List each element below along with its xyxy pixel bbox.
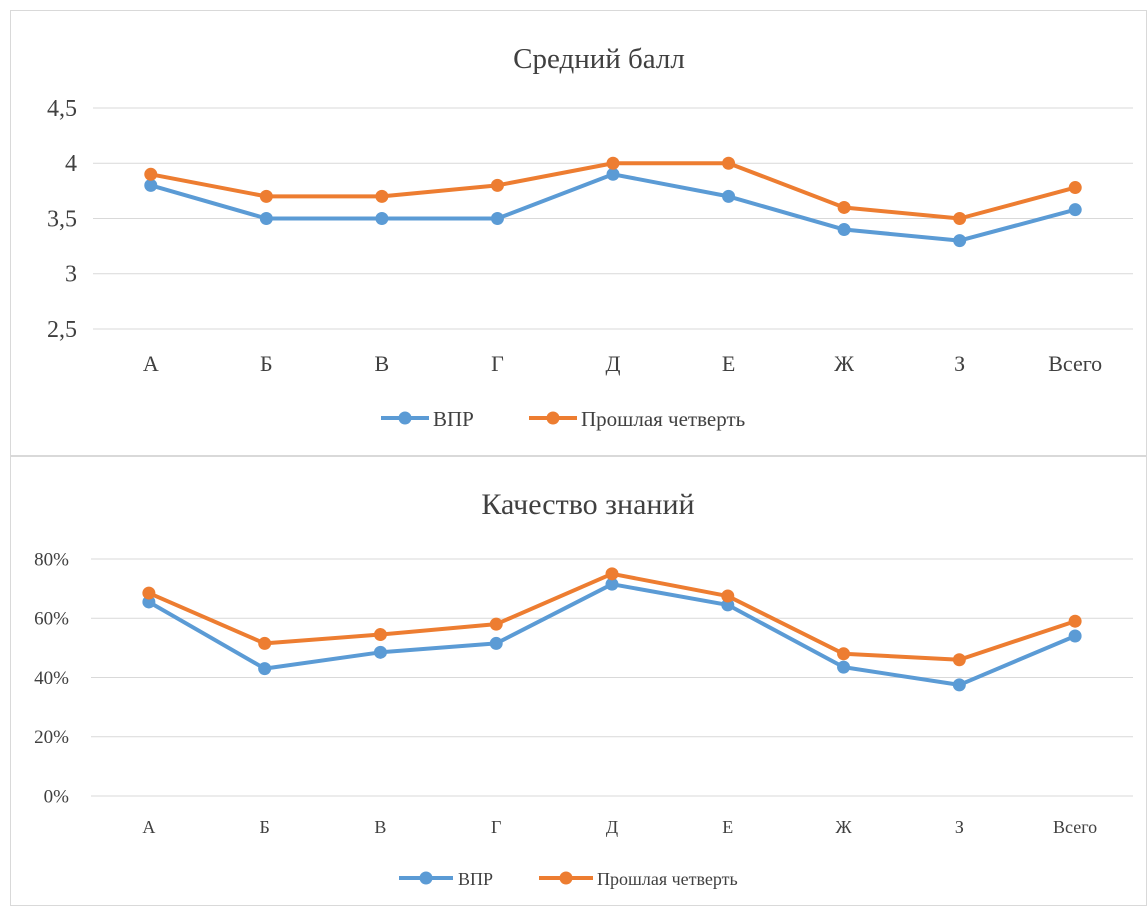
x-tick-label: З <box>955 817 964 837</box>
data-point[interactable] <box>722 156 736 170</box>
data-point[interactable] <box>144 167 158 181</box>
x-tick-label: З <box>954 351 965 376</box>
series-line <box>148 172 1078 243</box>
knowledge-quality-chart: Качество знаний 0% 20% 40% 60% 80% А Б В Г Д Е Ж З В… <box>10 456 1147 906</box>
average-score-chart: Средний балл 2,5 3 3,5 4 4,5 А Б В Г Д Е Ж З Всего В… <box>10 10 1147 456</box>
series-1 <box>142 567 1082 667</box>
legend-item-vpr[interactable]: ВПР <box>381 407 474 431</box>
knowledge-quality-chart-svg: Качество знаний 0% 20% 40% 60% 80% А Б В Г Д Е Ж З В… <box>34 488 1133 889</box>
x-tick-label: Ж <box>834 351 854 376</box>
y-tick-label: 4,5 <box>47 96 77 122</box>
data-point[interactable] <box>721 589 735 603</box>
y-axis: 2,5 3 3,5 4 4,5 <box>47 96 77 343</box>
data-point[interactable] <box>373 645 387 659</box>
legend-label: ВПР <box>433 407 474 431</box>
data-point[interactable] <box>1068 614 1082 628</box>
y-tick-label: 80% <box>34 549 69 570</box>
data-point[interactable] <box>144 178 158 192</box>
x-tick-label: Д <box>605 351 620 376</box>
y-tick-label: 3,5 <box>47 206 77 232</box>
legend-label: Прошлая четверть <box>597 869 738 889</box>
data-point[interactable] <box>489 636 503 650</box>
data-point[interactable] <box>606 167 620 181</box>
data-point[interactable] <box>259 189 273 203</box>
data-point[interactable] <box>1068 181 1082 195</box>
data-point[interactable] <box>142 595 156 609</box>
x-tick-label: Д <box>606 817 618 837</box>
data-point[interactable] <box>605 567 619 581</box>
y-tick-label: 4 <box>65 151 77 177</box>
data-point[interactable] <box>490 178 504 192</box>
x-tick-label: А <box>142 817 155 837</box>
legend: ВПР Прошлая четверть <box>399 869 738 889</box>
data-point[interactable] <box>259 212 273 225</box>
average-score-chart-svg: Средний балл 2,5 3 3,5 4 4,5 А Б В Г Д Е Ж З Всего В… <box>47 43 1133 431</box>
data-point[interactable] <box>721 598 735 612</box>
series-line <box>146 582 1078 687</box>
data-point[interactable] <box>489 617 503 631</box>
chart-title: Средний балл <box>513 43 685 75</box>
data-point[interactable] <box>837 647 851 661</box>
x-tick-label: А <box>143 351 159 376</box>
y-tick-label: 0% <box>44 786 70 807</box>
data-point[interactable] <box>952 678 966 692</box>
x-tick-label: Г <box>491 351 504 376</box>
x-tick-label: Е <box>722 817 733 837</box>
x-tick-label: Ж <box>835 817 852 837</box>
x-tick-label: В <box>375 351 390 376</box>
y-axis: 0% 20% 40% 60% 80% <box>34 549 69 807</box>
legend-label: Прошлая четверть <box>581 407 745 431</box>
data-point[interactable] <box>606 156 620 170</box>
data-point[interactable] <box>142 586 156 600</box>
chart-title: Качество знаний <box>481 488 694 521</box>
y-tick-label: 3 <box>65 262 77 288</box>
data-point[interactable] <box>258 662 272 676</box>
data-point[interactable] <box>490 212 504 225</box>
data-point[interactable] <box>1068 629 1082 643</box>
x-axis: А Б В Г Д Е Ж З Всего <box>143 351 1102 376</box>
legend-item-prev-quarter[interactable]: Прошлая четверть <box>529 407 745 431</box>
data-point[interactable] <box>953 212 967 225</box>
data-point[interactable] <box>605 577 619 591</box>
x-axis: А Б В Г Д Е Ж З Всего <box>142 817 1097 837</box>
data-point[interactable] <box>953 234 967 248</box>
x-tick-label: Б <box>260 351 273 376</box>
y-tick-label: 40% <box>34 668 69 689</box>
x-tick-label: Всего <box>1048 351 1102 376</box>
grid <box>91 558 1133 797</box>
series-0 <box>144 167 1082 248</box>
series <box>144 156 1082 248</box>
data-point[interactable] <box>952 653 966 667</box>
legend-label: ВПР <box>458 869 493 889</box>
data-point[interactable] <box>722 189 736 203</box>
legend-item-prev-quarter[interactable]: Прошлая четверть <box>539 869 738 889</box>
data-point[interactable] <box>1068 203 1082 217</box>
data-point[interactable] <box>258 636 272 650</box>
series-0 <box>142 577 1082 692</box>
data-point[interactable] <box>375 212 389 225</box>
x-tick-label: Б <box>259 817 269 837</box>
x-tick-label: В <box>374 817 386 837</box>
data-point[interactable] <box>375 189 389 203</box>
grid <box>93 107 1133 330</box>
y-tick-label: 20% <box>34 727 69 748</box>
legend: ВПР Прошлая четверть <box>381 407 745 431</box>
x-tick-label: Е <box>722 351 735 376</box>
y-tick-label: 60% <box>34 609 69 630</box>
legend-item-vpr[interactable]: ВПР <box>399 869 493 889</box>
x-tick-label: Всего <box>1053 817 1097 837</box>
series-1 <box>144 156 1082 225</box>
data-point[interactable] <box>837 223 851 237</box>
y-tick-label: 2,5 <box>47 317 77 343</box>
series <box>142 567 1082 692</box>
data-point[interactable] <box>837 660 851 674</box>
data-point[interactable] <box>837 200 851 214</box>
x-tick-label: Г <box>491 817 501 837</box>
data-point[interactable] <box>373 628 387 642</box>
